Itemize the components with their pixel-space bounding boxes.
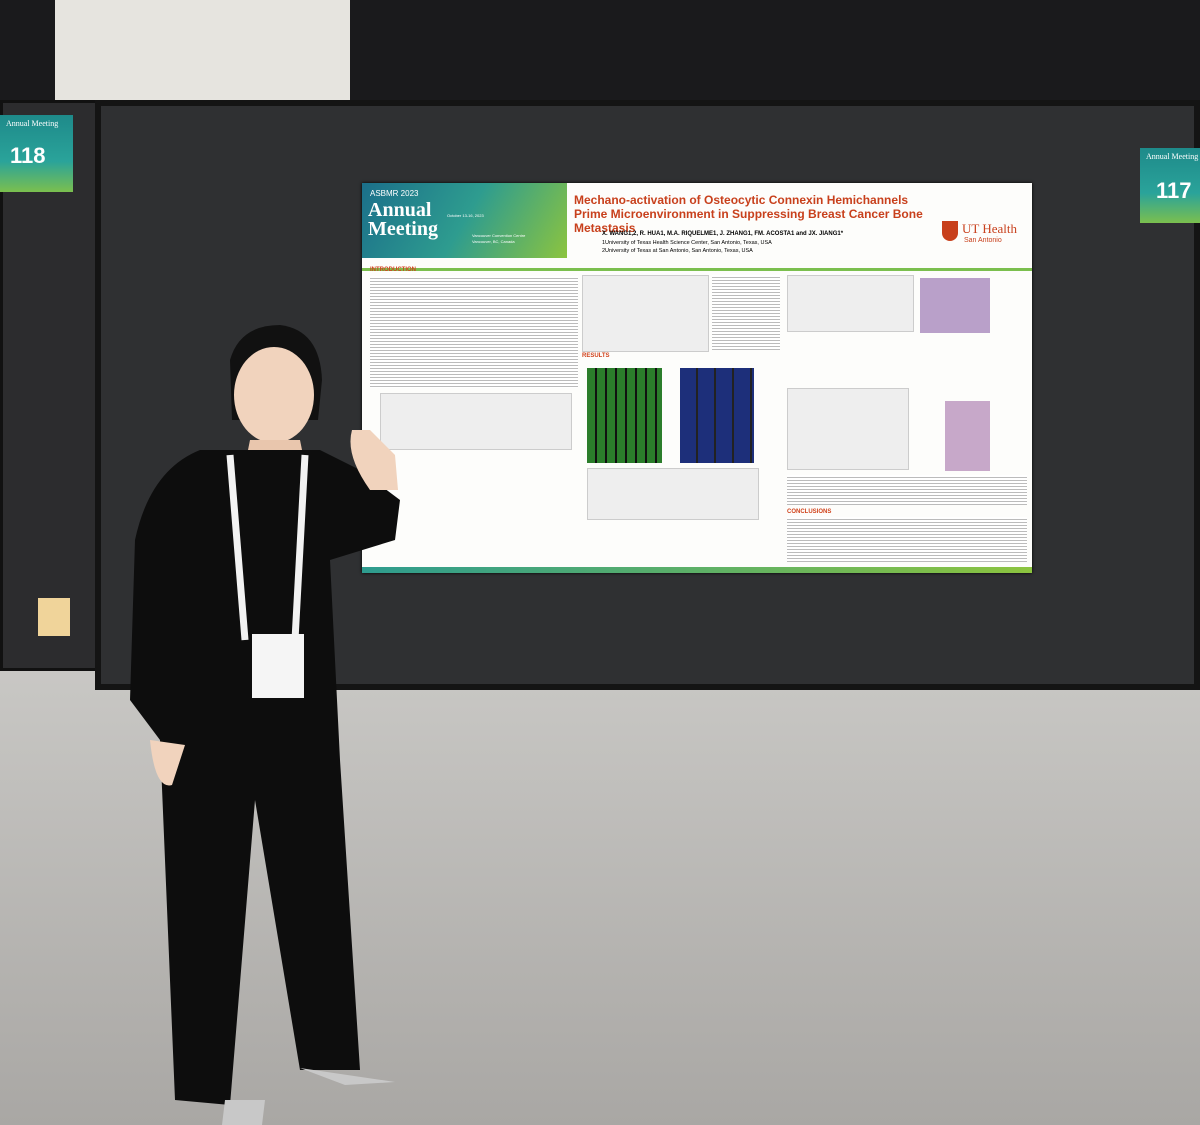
affiliation: 2University of Texas at San Antonio, San… [602, 248, 753, 254]
badge [252, 634, 304, 698]
shoes [222, 1068, 395, 1125]
lanyard [226, 454, 309, 641]
figure [787, 275, 914, 332]
institution-name: UT Health [962, 221, 1017, 236]
section-heading: RESULTS [582, 353, 610, 359]
divider [362, 268, 1032, 271]
conference-org: ASBMR 2023 [370, 189, 419, 198]
figure [587, 468, 759, 520]
face [234, 347, 314, 443]
caption [712, 275, 780, 350]
sign-event: Annual Meeting [6, 119, 59, 128]
conference-venue: Vancouver Convention Centre [472, 233, 526, 238]
conference-city: Vancouver, BC, Canada [472, 239, 515, 244]
section-heading: INTRODUCTION [370, 267, 416, 273]
caption [787, 475, 1027, 505]
booth-sign: Annual Meeting 117 [1140, 148, 1200, 223]
outfit [130, 450, 400, 1105]
conference-name: Annual Meeting [368, 199, 438, 240]
booth-sign: Annual Meeting 118 [0, 115, 73, 192]
figure [787, 388, 909, 470]
conference-banner: ASBMR 2023 Annual Meeting October 13-16,… [362, 183, 567, 258]
figure [680, 368, 754, 463]
poster-title: Mechano-activation of Osteocytic Connexi… [574, 193, 923, 235]
sign-number: 117 [1156, 178, 1192, 203]
affiliation: 1University of Texas Health Science Cent… [602, 240, 772, 246]
figure [582, 275, 709, 352]
intro-text [370, 276, 578, 388]
sign-event: Annual Meeting [1146, 152, 1199, 161]
histology [945, 401, 990, 471]
authors: X. WANG1,2, R. HUA1, M.A. RIQUELME1, J. … [602, 231, 844, 237]
conference-dates: October 13-16, 2023 [447, 213, 484, 218]
poster: ASBMR 2023 Annual Meeting October 13-16,… [362, 183, 1032, 573]
hand [150, 740, 185, 786]
histology [920, 278, 990, 333]
hand [350, 430, 398, 490]
conclusions-text [787, 517, 1027, 562]
cup [38, 598, 70, 636]
pillar [55, 0, 350, 108]
sign-number: 118 [10, 143, 46, 168]
figure [380, 393, 572, 450]
figure [587, 368, 662, 463]
institution-city: San Antonio [964, 237, 1002, 244]
logo-shield [942, 221, 958, 241]
footer-band [362, 567, 1032, 573]
section-heading: CONCLUSIONS [787, 509, 832, 515]
